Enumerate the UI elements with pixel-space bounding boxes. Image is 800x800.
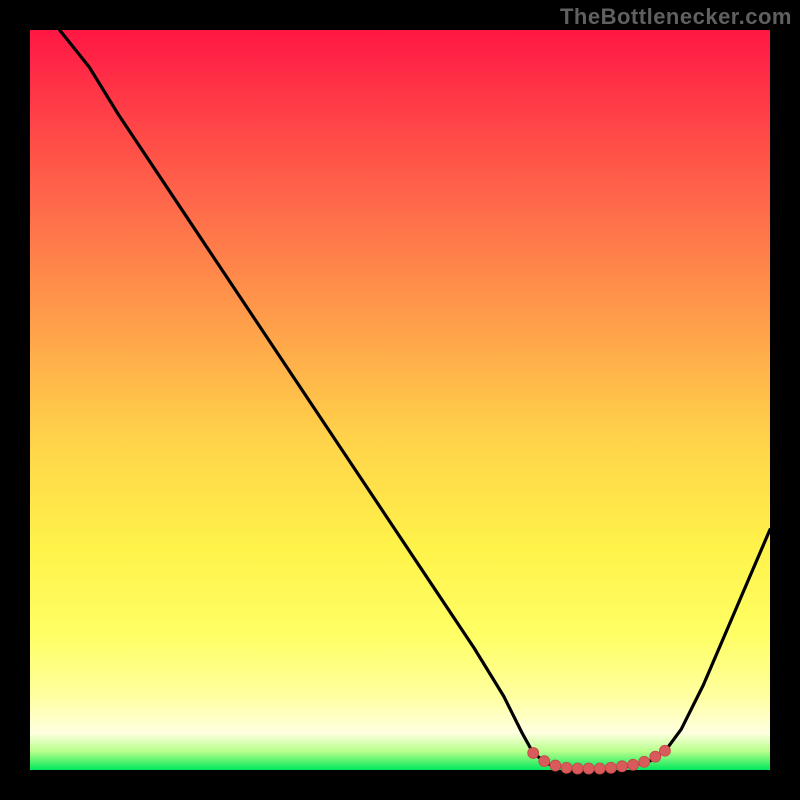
marker-point [583, 763, 594, 774]
marker-point [528, 747, 539, 758]
marker-point [572, 763, 583, 774]
marker-point [594, 763, 605, 774]
marker-point [650, 751, 661, 762]
marker-point [605, 762, 616, 773]
marker-point [628, 759, 639, 770]
bottleneck-chart [0, 0, 800, 800]
marker-point [659, 745, 670, 756]
marker-point [617, 761, 628, 772]
plot-background [30, 30, 770, 770]
marker-point [561, 762, 572, 773]
marker-point [639, 756, 650, 767]
watermark-text: TheBottlenecker.com [560, 4, 792, 30]
marker-point [550, 760, 561, 771]
chart-container: TheBottlenecker.com [0, 0, 800, 800]
marker-point [539, 756, 550, 767]
